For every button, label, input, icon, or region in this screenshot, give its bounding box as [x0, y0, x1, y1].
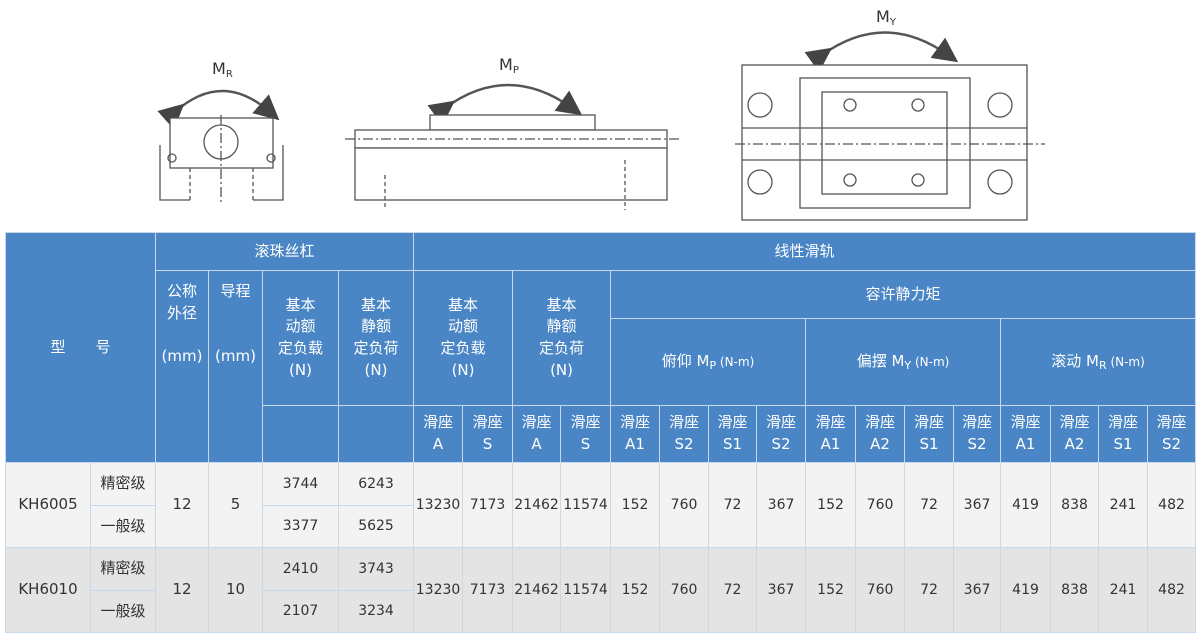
- model-cell: KH6010: [5, 547, 91, 633]
- roll-label: MR: [212, 59, 233, 80]
- grade-cell: 一般级: [89, 505, 157, 548]
- rail-value-cell: 760: [855, 547, 906, 633]
- table-row: KH6010 精密级 12 10 2410 3743 13230 7173 21462 11574…: [5, 547, 1197, 633]
- block-type-header: 滑座 S1: [1098, 405, 1149, 463]
- rail-value-cell: 838: [1050, 547, 1100, 633]
- rail-value-cell: 7173: [462, 462, 514, 548]
- yaw-moment-diagram: [735, 31, 1045, 221]
- rail-value-cell: 21462: [512, 462, 562, 548]
- yaw-label: MY: [876, 7, 897, 28]
- rail-value-cell: 13230: [413, 462, 464, 548]
- pitch-label: MP: [499, 55, 519, 76]
- rail-value-cell: 482: [1147, 547, 1197, 633]
- block-type-header: 滑座 A2: [855, 405, 906, 463]
- rail-value-cell: 13230: [413, 547, 464, 633]
- rail-value-cell: 482: [1147, 462, 1197, 548]
- block-type-header: 滑座 A: [413, 405, 464, 463]
- block-type-header: 滑座 S2: [953, 405, 1002, 463]
- rail-value-cell: 367: [756, 462, 807, 548]
- model-cell: KH6005: [5, 462, 91, 548]
- empty-cell: [338, 405, 415, 463]
- rail-value-cell: 72: [904, 462, 955, 548]
- block-type-header: 滑座 A2: [1050, 405, 1100, 463]
- rail-value-cell: 72: [708, 462, 758, 548]
- screw-dyn-cell: 3377: [262, 505, 340, 548]
- dia-cell: 12: [155, 547, 210, 633]
- roll-moment-diagram: [157, 89, 284, 205]
- dia-cell: 12: [155, 462, 210, 548]
- screw-dyn-cell: 2107: [262, 590, 340, 633]
- block-type-header: 滑座 S1: [904, 405, 955, 463]
- screw-dyn-cell: 2410: [262, 547, 340, 591]
- yaw-header: 偏摆 MY (N-m): [805, 318, 1002, 406]
- lead-cell: 10: [208, 547, 264, 633]
- rail-value-cell: 152: [805, 547, 857, 633]
- block-type-header: 滑座 S2: [756, 405, 807, 463]
- allow-moment-header: 容许静力矩: [610, 270, 1197, 319]
- block-type-header: 滑座 S: [462, 405, 514, 463]
- roll-header: 滚动 MR (N-m): [1000, 318, 1197, 406]
- rail-value-cell: 11574: [560, 547, 612, 633]
- nominal-dia-header: 公称 外径 (mm): [155, 270, 210, 463]
- rail-value-cell: 367: [756, 547, 807, 633]
- rail-dyn-load-header: 基本 动额 定负载 (N): [413, 270, 514, 406]
- screw-dyn-load-header: 基本 动额 定负载 (N): [262, 270, 340, 406]
- rail-value-cell: 152: [805, 462, 857, 548]
- rail-static-load-header: 基本 静额 定负荷 (N): [512, 270, 612, 406]
- rail-value-cell: 419: [1000, 462, 1052, 548]
- pitch-header: 俯仰 MP (N-m): [610, 318, 807, 406]
- rail-value-cell: 760: [659, 547, 710, 633]
- model-header: 型 号: [4, 232, 157, 463]
- block-type-header: 滑座 S2: [659, 405, 710, 463]
- grade-cell: 精密级: [89, 547, 157, 591]
- block-type-header: 滑座 S: [560, 405, 612, 463]
- table-row: 一般级 2107 3234: [6, 590, 1196, 633]
- empty-cell: [262, 405, 340, 463]
- screw-static-cell: 3234: [338, 590, 415, 633]
- table-row: 一般级 3377 5625: [6, 505, 1196, 548]
- rail-value-cell: 72: [708, 547, 758, 633]
- rail-value-cell: 838: [1050, 462, 1100, 548]
- rail-value-cell: 72: [904, 547, 955, 633]
- screw-static-cell: 5625: [338, 505, 415, 548]
- screw-dyn-cell: 3744: [262, 462, 340, 506]
- rail-value-cell: 152: [610, 462, 661, 548]
- block-type-header: 滑座 S1: [708, 405, 758, 463]
- grade-cell: 一般级: [89, 590, 157, 633]
- rail-value-cell: 367: [953, 547, 1002, 633]
- moment-diagrams: MR MP MY: [157, 7, 1045, 221]
- block-type-header: 滑座 A: [512, 405, 562, 463]
- lead-cell: 5: [208, 462, 264, 548]
- rail-value-cell: 21462: [512, 547, 562, 633]
- screw-static-cell: 3743: [338, 547, 415, 591]
- rail-value-cell: 241: [1098, 547, 1149, 633]
- rail-value-cell: 760: [659, 462, 710, 548]
- pitch-moment-diagram: [345, 83, 680, 210]
- rail-header: 线性滑轨: [413, 232, 1197, 271]
- lead-header: 导程 (mm): [208, 270, 264, 463]
- block-type-header: 滑座 A1: [805, 405, 857, 463]
- block-type-header: 滑座 S2: [1147, 405, 1197, 463]
- screw-static-cell: 6243: [338, 462, 415, 506]
- rail-value-cell: 152: [610, 547, 661, 633]
- block-type-header: 滑座 A1: [1000, 405, 1052, 463]
- grade-cell: 精密级: [89, 462, 157, 506]
- block-type-header: 滑座 A1: [610, 405, 661, 463]
- ballscrew-header: 滚珠丝杠: [155, 232, 415, 271]
- rail-value-cell: 7173: [462, 547, 514, 633]
- rail-value-cell: 11574: [560, 462, 612, 548]
- rail-value-cell: 419: [1000, 547, 1052, 633]
- spec-table: 型 号 滚珠丝杠 线性滑轨 公称 外径 (mm) 导程 (mm) 基本 动额 定负载 (N)…: [4, 232, 1197, 633]
- rail-value-cell: 760: [855, 462, 906, 548]
- screw-static-load-header: 基本 静额 定负荷 (N): [338, 270, 415, 406]
- table-row: KH6005 精密级 12 5 3744 6243 13230 7173 21462 11574 1…: [5, 462, 1197, 548]
- rail-value-cell: 367: [953, 462, 1002, 548]
- rail-value-cell: 241: [1098, 462, 1149, 548]
